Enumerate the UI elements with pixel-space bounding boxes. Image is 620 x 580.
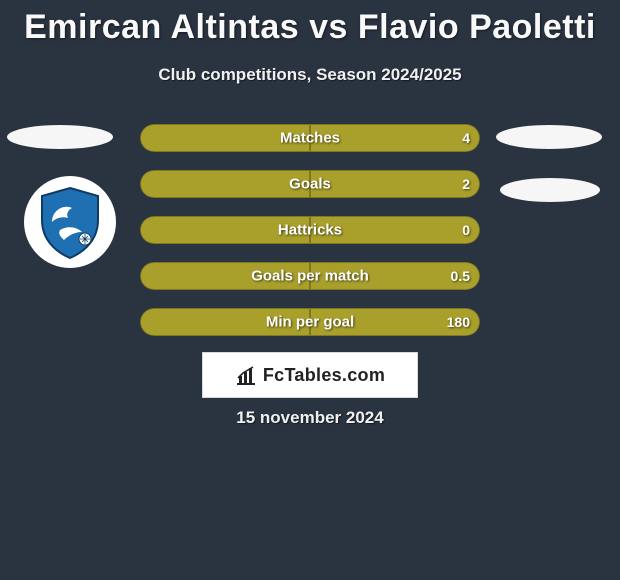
stat-value-right: 180 [447,314,470,330]
stat-value-right: 0 [462,222,470,238]
stat-value-right: 0.5 [451,268,470,284]
stat-row: 2 Goals [140,170,480,198]
stat-row: 180 Min per goal [140,308,480,336]
brand-text: FcTables.com [263,365,385,386]
brand-box: FcTables.com [202,352,418,398]
badge-ellipse-top-left [7,125,113,149]
club-shield-icon [38,186,102,260]
stat-label: Hattricks [278,222,342,239]
stat-label: Min per goal [266,314,354,331]
stat-row: 0 Hattricks [140,216,480,244]
badge-ellipse-mid-right [500,178,600,202]
stat-value-right: 4 [462,130,470,146]
page-title: Emircan Altintas vs Flavio Paoletti [0,0,620,47]
stats-bars: 4 Matches 2 Goals 0 Hattricks 0.5 Goals per mat… [140,124,480,354]
stat-label: Matches [280,130,340,147]
stat-value-right: 2 [462,176,470,192]
stat-row: 0.5 Goals per match [140,262,480,290]
stat-row: 4 Matches [140,124,480,152]
badge-ellipse-top-right [496,125,602,149]
page-subtitle: Club competitions, Season 2024/2025 [0,65,620,85]
stat-label: Goals per match [251,268,369,285]
stat-label: Goals [289,176,331,193]
player-left-badge [24,176,116,268]
bar-chart-icon [235,364,257,386]
date-label: 15 november 2024 [0,408,620,428]
